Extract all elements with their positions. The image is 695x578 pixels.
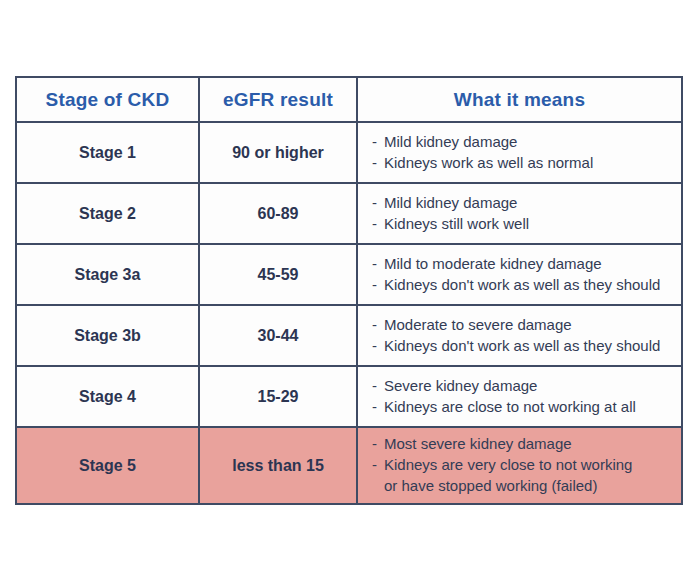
meaning-text: Kidneys don't work as well as they shoul… <box>384 336 660 357</box>
table-row-stage-5: Stage 5 less than 15 -Most severe kidney… <box>16 427 682 504</box>
stage-cell: Stage 3a <box>16 244 199 305</box>
stage-cell: Stage 1 <box>16 122 199 183</box>
bullet-dash: - <box>372 315 377 336</box>
header-stage-of-ckd: Stage of CKD <box>16 77 199 122</box>
meaning-line: -Kidneys are very close to not working o… <box>372 455 679 496</box>
bullet-dash: - <box>372 455 377 476</box>
table-row-stage-3b: Stage 3b 30-44 -Moderate to severe damag… <box>16 305 682 366</box>
table-row-stage-3a: Stage 3a 45-59 -Mild to moderate kidney … <box>16 244 682 305</box>
bullet-dash: - <box>372 434 377 455</box>
meaning-line: -Mild to moderate kidney damage <box>372 254 679 275</box>
bullet-dash: - <box>372 275 377 296</box>
bullet-dash: - <box>372 214 377 235</box>
meaning-text: Most severe kidney damage <box>384 434 572 455</box>
egfr-cell: 90 or higher <box>199 122 357 183</box>
stage-cell: Stage 5 <box>16 427 199 504</box>
meaning-text: Mild to moderate kidney damage <box>384 254 602 275</box>
bullet-dash: - <box>372 397 377 418</box>
meaning-line: -Most severe kidney damage <box>372 434 679 455</box>
meaning-line: -Mild kidney damage <box>372 193 679 214</box>
table-row-stage-1: Stage 1 90 or higher -Mild kidney damage… <box>16 122 682 183</box>
meaning-text: Mild kidney damage <box>384 193 517 214</box>
egfr-cell: 45-59 <box>199 244 357 305</box>
meaning-line: -Kidneys are close to not working at all <box>372 397 679 418</box>
stage-cell: Stage 4 <box>16 366 199 427</box>
bullet-dash: - <box>372 254 377 275</box>
meaning-cell: -Mild kidney damage -Kidneys still work … <box>357 183 682 244</box>
meaning-line: -Kidneys don't work as well as they shou… <box>372 275 679 296</box>
bullet-dash: - <box>372 336 377 357</box>
meaning-text: Kidneys are close to not working at all <box>384 397 636 418</box>
egfr-cell: 15-29 <box>199 366 357 427</box>
page-background: Stage of CKD eGFR result What it means S… <box>0 0 695 578</box>
table-header-row: Stage of CKD eGFR result What it means <box>16 77 682 122</box>
stage-cell: Stage 3b <box>16 305 199 366</box>
table-row-stage-4: Stage 4 15-29 -Severe kidney damage -Kid… <box>16 366 682 427</box>
meaning-line: -Severe kidney damage <box>372 376 679 397</box>
meaning-cell: -Mild to moderate kidney damage -Kidneys… <box>357 244 682 305</box>
bullet-dash: - <box>372 132 377 153</box>
bullet-dash: - <box>372 193 377 214</box>
meaning-line: -Kidneys still work well <box>372 214 679 235</box>
header-egfr-result: eGFR result <box>199 77 357 122</box>
meaning-line: -Moderate to severe damage <box>372 315 679 336</box>
meaning-line: -Kidneys don't work as well as they shou… <box>372 336 679 357</box>
meaning-text: Kidneys don't work as well as they shoul… <box>384 275 660 296</box>
meaning-cell: -Severe kidney damage -Kidneys are close… <box>357 366 682 427</box>
header-what-it-means: What it means <box>357 77 682 122</box>
meaning-text: Severe kidney damage <box>384 376 537 397</box>
bullet-dash: - <box>372 376 377 397</box>
meaning-cell: -Mild kidney damage -Kidneys work as wel… <box>357 122 682 183</box>
meaning-text: Kidneys are very close to not working or… <box>384 455 632 496</box>
egfr-cell: 30-44 <box>199 305 357 366</box>
meaning-cell: -Moderate to severe damage -Kidneys don'… <box>357 305 682 366</box>
ckd-stages-table: Stage of CKD eGFR result What it means S… <box>15 76 683 505</box>
stage-cell: Stage 2 <box>16 183 199 244</box>
meaning-text: Moderate to severe damage <box>384 315 572 336</box>
egfr-cell: less than 15 <box>199 427 357 504</box>
meaning-text: Kidneys still work well <box>384 214 529 235</box>
meaning-line: -Mild kidney damage <box>372 132 679 153</box>
meaning-line: -Kidneys work as well as normal <box>372 153 679 174</box>
meaning-text: Kidneys work as well as normal <box>384 153 593 174</box>
egfr-cell: 60-89 <box>199 183 357 244</box>
table-row-stage-2: Stage 2 60-89 -Mild kidney damage -Kidne… <box>16 183 682 244</box>
bullet-dash: - <box>372 153 377 174</box>
meaning-cell: -Most severe kidney damage -Kidneys are … <box>357 427 682 504</box>
meaning-text: Mild kidney damage <box>384 132 517 153</box>
